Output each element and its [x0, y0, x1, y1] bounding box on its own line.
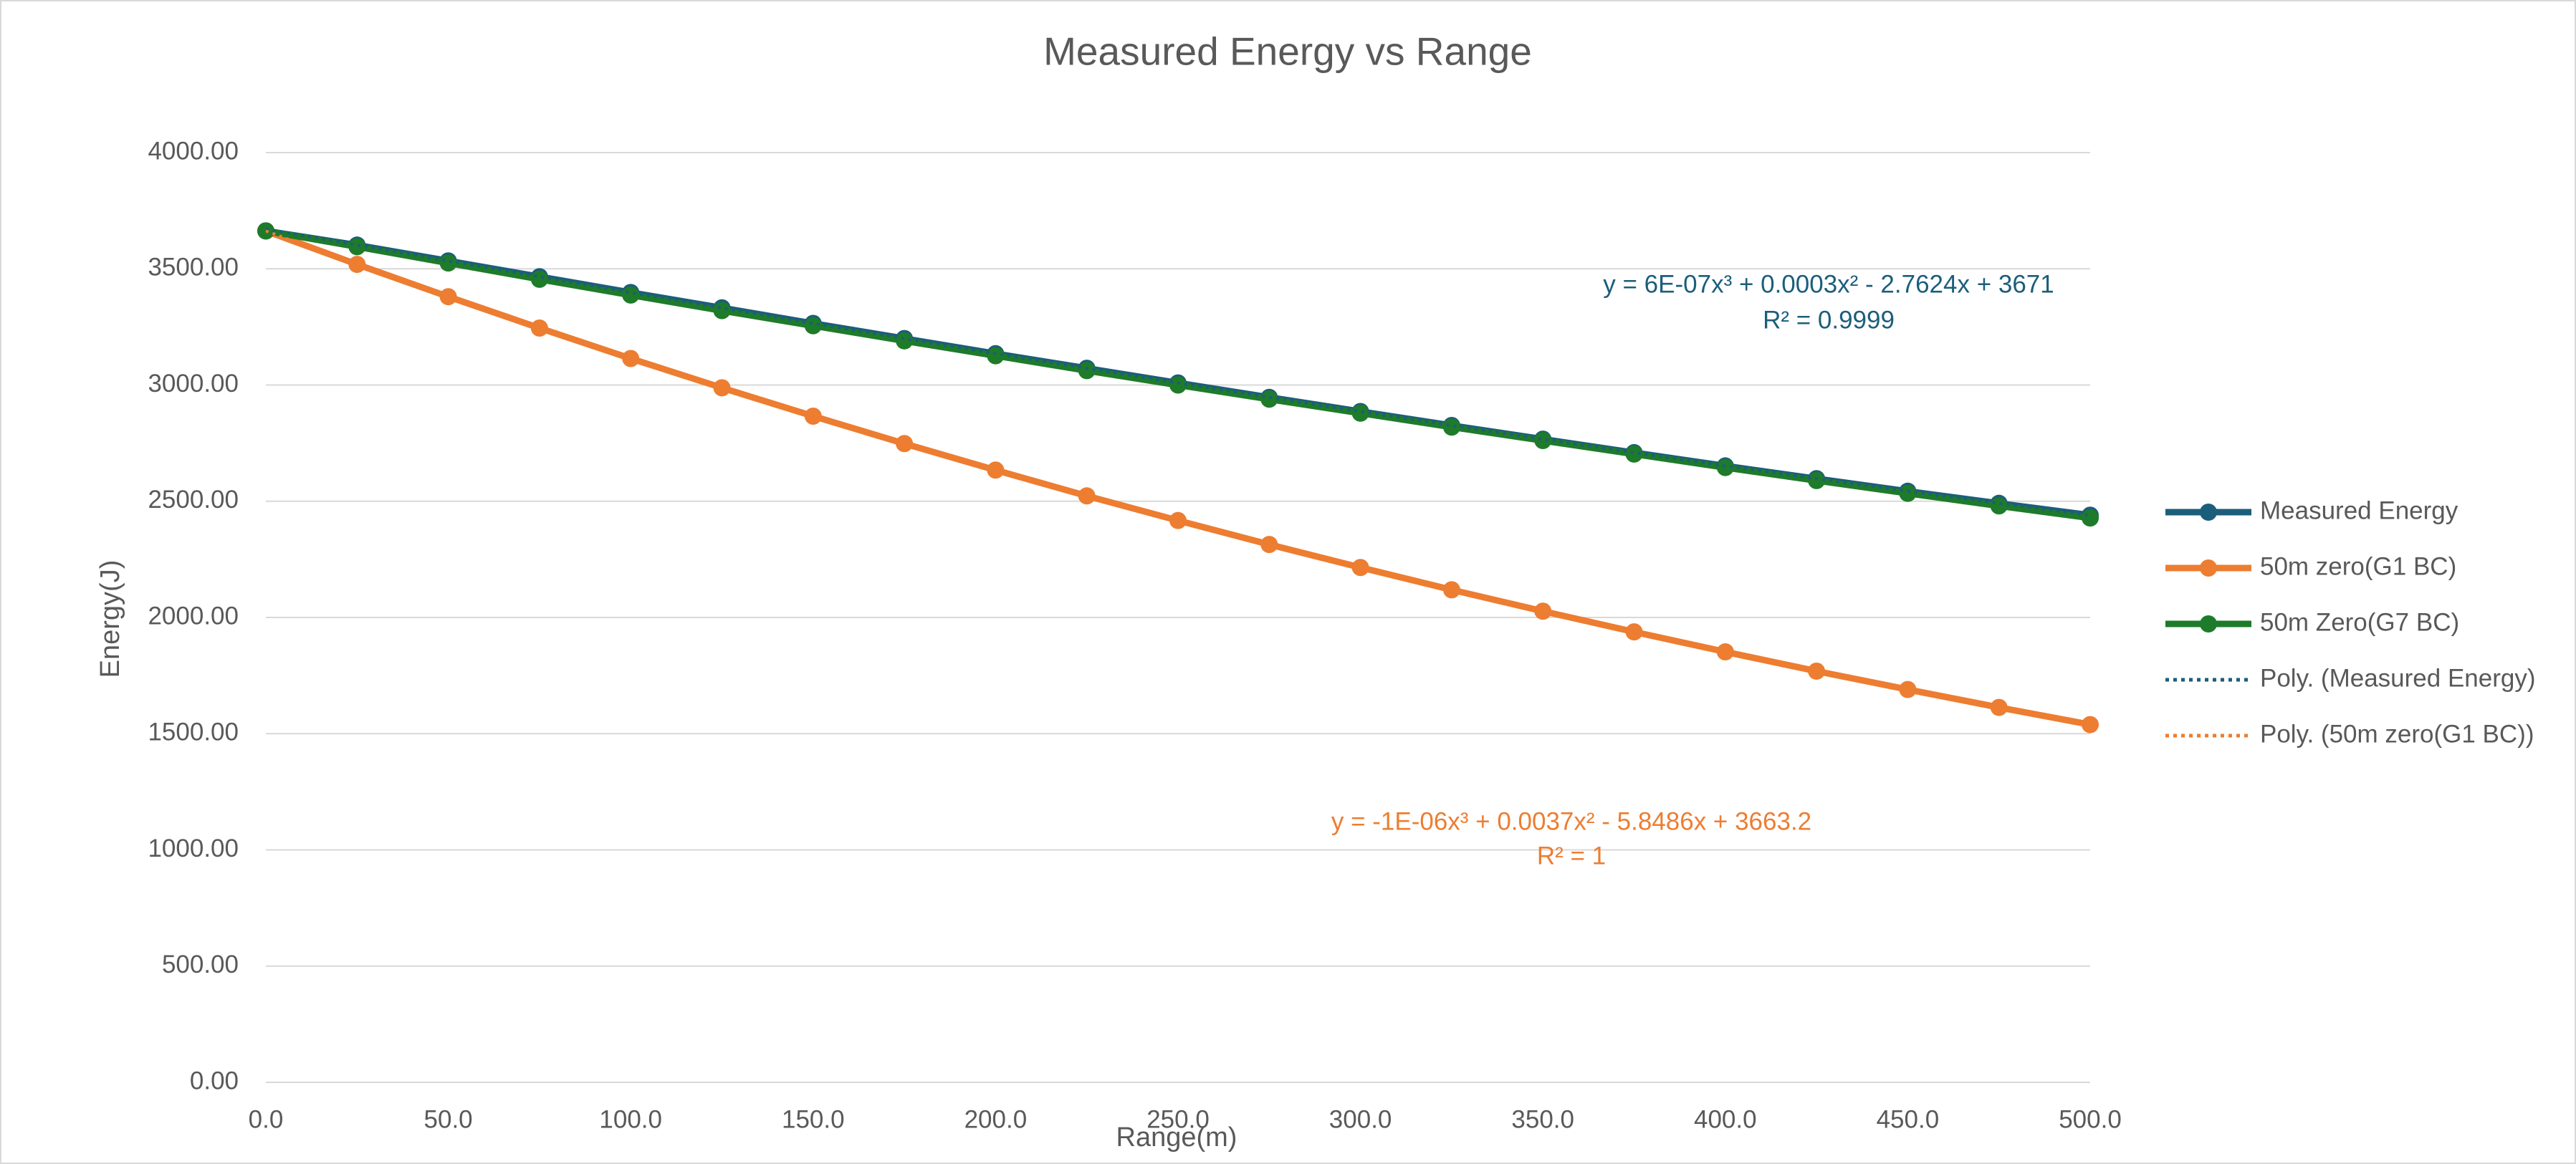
x-tick-label: 250.0 [1146, 1105, 1210, 1133]
data-point [1808, 471, 1826, 489]
legend-marker [2200, 615, 2217, 632]
y-tick-label: 2500.00 [148, 486, 239, 514]
y-tick-label: 0.00 [190, 1067, 239, 1095]
trendline [265, 229, 2091, 726]
data-point [1351, 559, 1369, 577]
y-tick-label: 1500.00 [148, 718, 239, 746]
legend-label: Poly. (50m zero(G1 BC)) [2260, 720, 2534, 748]
data-point [1534, 432, 1552, 450]
x-tick-label: 150.0 [782, 1105, 845, 1133]
data-point [713, 302, 731, 319]
data-point [804, 407, 822, 425]
data-point [896, 332, 914, 350]
data-point [1716, 458, 1734, 476]
y-tick-label: 3000.00 [148, 370, 239, 398]
data-point [348, 256, 366, 274]
data-point [348, 238, 366, 256]
data-point [987, 347, 1005, 365]
data-point [622, 350, 640, 367]
data-point [439, 254, 457, 272]
data-point [1169, 511, 1187, 529]
y-tick-label: 1000.00 [148, 834, 239, 862]
x-tick-label: 450.0 [1877, 1105, 1940, 1133]
x-tick-label: 200.0 [964, 1105, 1028, 1133]
data-point [530, 270, 548, 288]
legend-label: Measured Energy [2260, 496, 2458, 524]
y-tick-label: 4000.00 [148, 137, 239, 165]
annotation: R² = 0.9999 [1763, 306, 1895, 334]
legend-label: Poly. (Measured Energy) [2260, 664, 2536, 692]
annotation: R² = 1 [1537, 842, 1606, 870]
trendline [265, 227, 2091, 517]
data-point [1078, 362, 1096, 380]
data-point [1899, 484, 1917, 502]
data-point [1169, 376, 1187, 394]
data-point [1260, 536, 1278, 554]
legend-label: 50m zero(G1 BC) [2260, 552, 2456, 580]
data-point [1625, 445, 1643, 463]
data-point [1442, 418, 1460, 436]
y-tick-label: 2000.00 [148, 602, 239, 630]
data-point [622, 286, 640, 304]
x-tick-label: 500.0 [2059, 1105, 2122, 1133]
data-point [1990, 497, 2008, 515]
y-tick-label: 3500.00 [148, 254, 239, 282]
legend-marker [2200, 504, 2217, 521]
x-tick-label: 300.0 [1329, 1105, 1392, 1133]
data-point [1078, 487, 1096, 505]
data-point [1260, 390, 1278, 408]
x-axis-title: Range(m) [1116, 1122, 1237, 1153]
data-point [804, 317, 822, 335]
annotation: y = 6E-07x³ + 0.0003x² - 2.7624x + 3671 [1603, 270, 2054, 298]
x-tick-label: 0.0 [249, 1105, 284, 1133]
x-tick-label: 50.0 [424, 1105, 473, 1133]
y-axis-title: Energy(J) [95, 560, 125, 678]
y-tick-label: 500.00 [162, 951, 239, 978]
x-tick-label: 350.0 [1511, 1105, 1574, 1133]
chart-title: Measured Energy vs Range [1043, 29, 1532, 74]
data-point [2082, 509, 2099, 527]
data-point [896, 435, 914, 453]
x-tick-label: 100.0 [599, 1105, 662, 1133]
annotation: y = -1E-06x³ + 0.0037x² - 5.8486x + 3663… [1331, 807, 1811, 835]
legend-marker [2200, 559, 2217, 577]
legend-label: 50m Zero(G7 BC) [2260, 608, 2459, 636]
data-point [1351, 404, 1369, 422]
data-point [530, 319, 548, 337]
x-tick-label: 400.0 [1694, 1105, 1757, 1133]
